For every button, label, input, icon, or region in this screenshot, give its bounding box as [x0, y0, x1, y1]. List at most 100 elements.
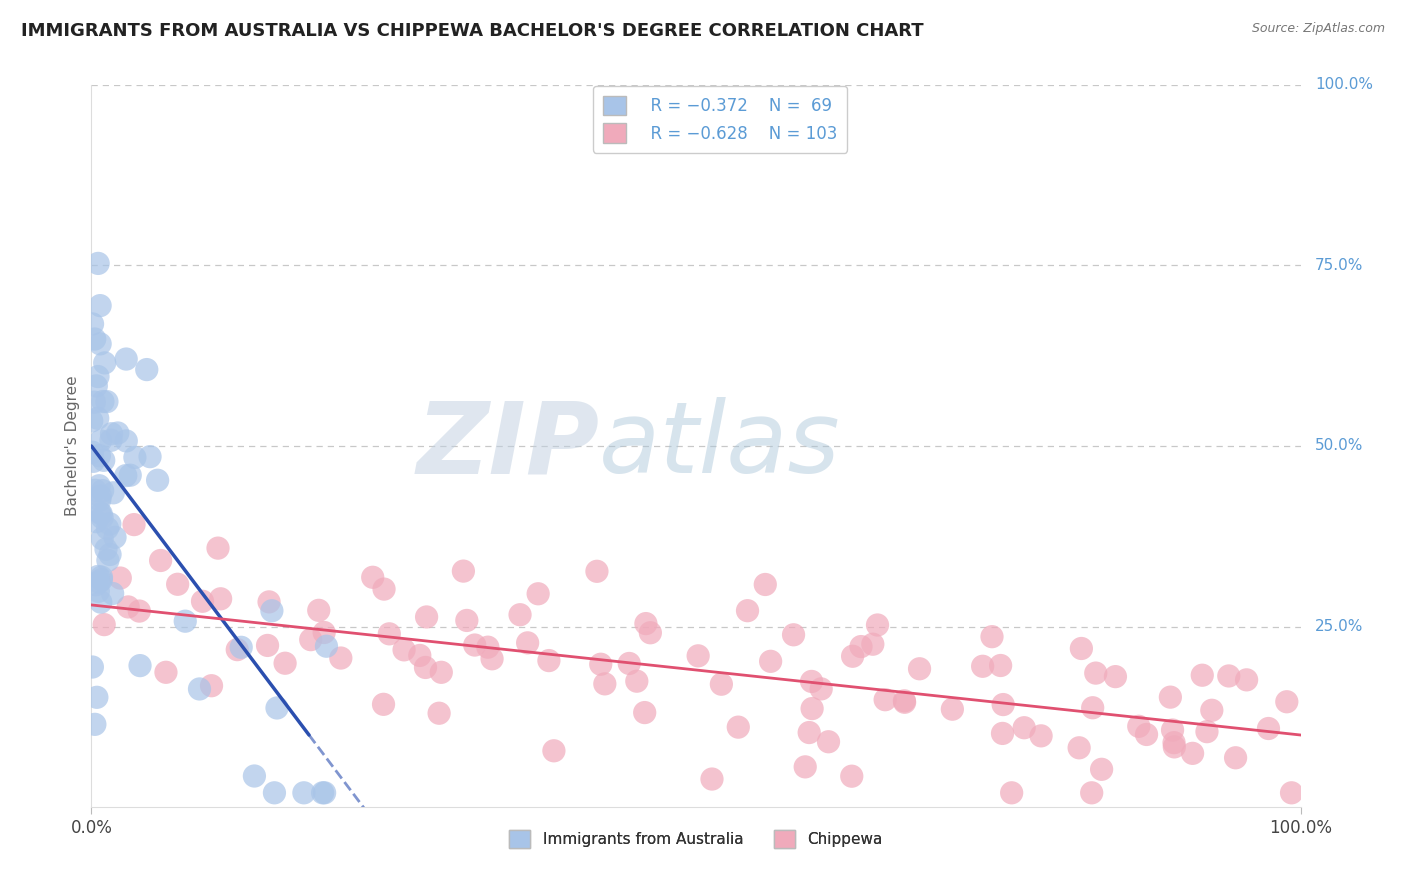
Point: [266, 701, 288, 715]
Point: [817, 735, 839, 749]
Point: [1159, 690, 1181, 705]
Point: [981, 630, 1004, 644]
Point: [893, 695, 915, 709]
Point: [373, 698, 395, 712]
Point: [509, 607, 531, 622]
Point: [315, 639, 337, 653]
Point: [329, 651, 352, 665]
Point: [1104, 670, 1126, 684]
Point: [191, 594, 214, 608]
Point: [93, 453, 115, 467]
Point: [314, 625, 336, 640]
Point: [124, 450, 146, 465]
Point: [1135, 727, 1157, 741]
Point: [1128, 719, 1150, 733]
Point: [299, 632, 322, 647]
Point: [862, 637, 884, 651]
Point: [87, 569, 110, 583]
Point: [93, 356, 115, 370]
Point: [1084, 666, 1107, 681]
Point: [1029, 729, 1052, 743]
Point: [100, 434, 122, 448]
Point: [589, 657, 612, 672]
Point: [89, 336, 111, 351]
Point: [1163, 739, 1185, 754]
Point: [794, 760, 817, 774]
Point: [991, 698, 1014, 712]
Point: [83, 717, 105, 731]
Point: [149, 553, 172, 567]
Point: [841, 649, 863, 664]
Point: [256, 639, 278, 653]
Point: [415, 610, 437, 624]
Point: [430, 665, 453, 680]
Text: atlas: atlas: [599, 398, 841, 494]
Point: [1181, 747, 1204, 761]
Point: [200, 679, 222, 693]
Point: [263, 786, 285, 800]
Text: 100.0%: 100.0%: [1315, 78, 1374, 92]
Point: [799, 725, 821, 739]
Point: [120, 468, 142, 483]
Point: [481, 652, 503, 666]
Point: [700, 772, 723, 786]
Point: [409, 648, 432, 663]
Point: [727, 720, 749, 734]
Point: [115, 434, 138, 448]
Point: [782, 628, 804, 642]
Point: [972, 659, 994, 673]
Point: [640, 625, 662, 640]
Point: [1069, 740, 1091, 755]
Point: [114, 468, 136, 483]
Point: [86, 379, 108, 393]
Point: [1257, 722, 1279, 736]
Point: [477, 640, 499, 655]
Point: [209, 591, 232, 606]
Point: [1275, 695, 1298, 709]
Point: [990, 658, 1012, 673]
Point: [128, 604, 150, 618]
Point: [308, 603, 330, 617]
Point: [91, 483, 114, 498]
Text: 25.0%: 25.0%: [1315, 619, 1364, 634]
Point: [373, 582, 395, 596]
Point: [311, 786, 333, 800]
Point: [89, 299, 111, 313]
Point: [257, 595, 280, 609]
Point: [86, 690, 108, 705]
Point: [82, 445, 104, 459]
Point: [89, 449, 111, 463]
Point: [87, 256, 110, 270]
Point: [543, 744, 565, 758]
Point: [90, 595, 112, 609]
Text: 50.0%: 50.0%: [1315, 439, 1364, 453]
Point: [527, 587, 550, 601]
Point: [456, 614, 478, 628]
Point: [810, 681, 832, 696]
Point: [110, 571, 132, 585]
Point: [82, 660, 104, 674]
Point: [96, 394, 118, 409]
Point: [737, 604, 759, 618]
Point: [89, 479, 111, 493]
Point: [93, 617, 115, 632]
Point: [274, 657, 297, 671]
Point: [98, 548, 121, 562]
Point: [82, 454, 104, 468]
Point: [427, 706, 450, 721]
Point: [188, 681, 211, 696]
Point: [1012, 721, 1035, 735]
Point: [260, 604, 283, 618]
Point: [122, 517, 145, 532]
Point: [1191, 668, 1213, 682]
Point: [1201, 703, 1223, 717]
Point: [537, 654, 560, 668]
Point: [91, 532, 114, 546]
Point: [89, 489, 111, 503]
Point: [800, 674, 823, 689]
Text: IMMIGRANTS FROM AUSTRALIA VS CHIPPEWA BACHELOR'S DEGREE CORRELATION CHART: IMMIGRANTS FROM AUSTRALIA VS CHIPPEWA BA…: [21, 22, 924, 40]
Point: [688, 648, 710, 663]
Point: [619, 657, 641, 671]
Point: [893, 694, 915, 708]
Point: [87, 574, 110, 589]
